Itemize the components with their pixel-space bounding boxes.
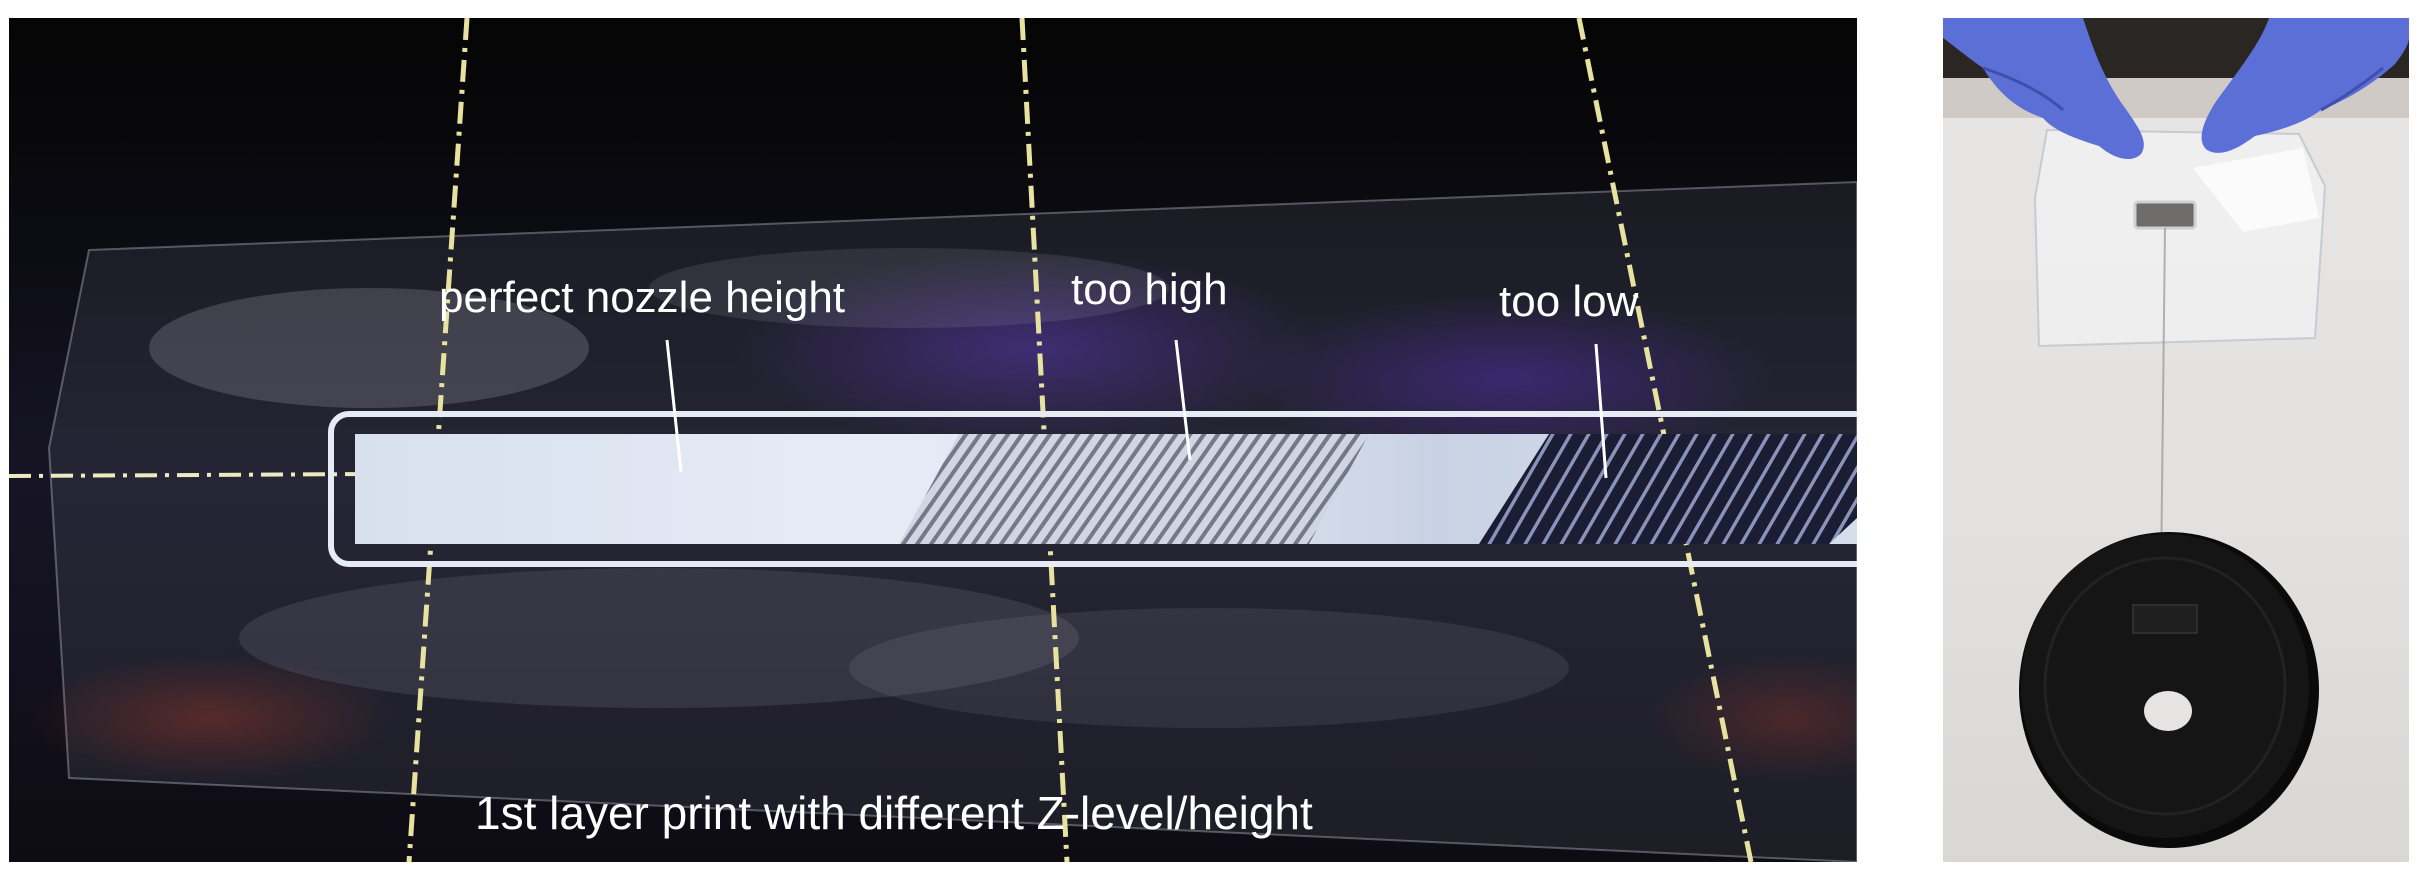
label-perfect-nozzle-height: perfect nozzle height (439, 273, 846, 322)
left-photo: perfect nozzle height too high too low 1… (9, 18, 1857, 862)
too-low-pointer (1594, 343, 1608, 479)
right-glove (2201, 18, 2409, 153)
sample (2133, 200, 2197, 230)
skirt-outline (328, 411, 1857, 567)
label-too-high: too high (1071, 265, 1228, 314)
peel-test-illustration (1943, 18, 2409, 848)
too-high-pointer (1174, 339, 1192, 461)
too-high-region (899, 434, 1369, 544)
weight-hole (2144, 691, 2192, 731)
thread (2160, 227, 2166, 579)
perfect-pointer (665, 339, 683, 473)
weight-disc (2021, 534, 2309, 838)
right-photo (1943, 18, 2409, 862)
label-too-low: too low (1499, 277, 1639, 326)
caption: 1st layer print with different Z-level/h… (475, 787, 1313, 839)
left-glove (1943, 18, 2144, 160)
print-bed-illustration (9, 18, 1857, 862)
too-low-region (1479, 434, 1857, 544)
